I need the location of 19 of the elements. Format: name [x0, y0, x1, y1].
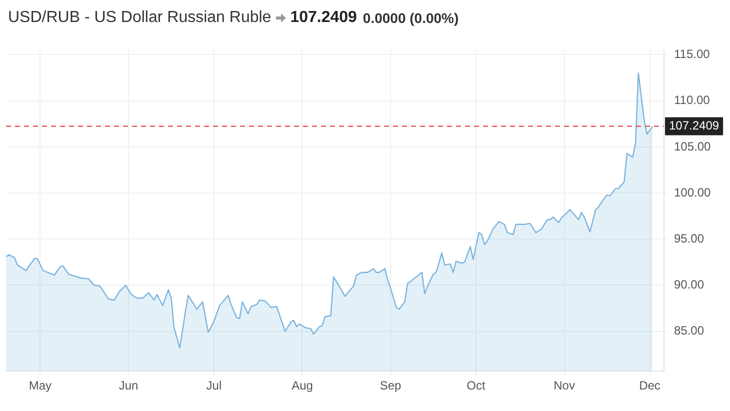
x-tick-label: Nov	[554, 378, 575, 393]
x-tick-label: Sep	[380, 378, 402, 393]
x-tick-label: Oct	[466, 378, 486, 393]
x-tick-label: May	[28, 378, 52, 393]
y-tick-label: 100.00	[674, 185, 712, 200]
y-tick-label: 95.00	[674, 231, 704, 246]
y-tick-label: 110.00	[674, 93, 710, 108]
x-tick-label: Jul	[206, 378, 222, 393]
chart-title: USD/RUB - US Dollar Russian Ruble	[8, 9, 272, 27]
y-tick-label: 105.00	[674, 139, 712, 154]
y-tick-label: 85.00	[674, 324, 704, 338]
x-tick-label: Jun	[118, 378, 138, 393]
y-tick-label: 90.00	[674, 278, 704, 292]
x-tick-label: Aug	[292, 378, 313, 393]
text: 0.0000 (0.00%)	[362, 10, 459, 26]
text: 107.2409	[290, 9, 357, 27]
x-tick-label: Dec	[639, 378, 660, 393]
ref-line-label: 107.2409	[669, 118, 720, 133]
y-tick-label: 115.00	[674, 47, 710, 62]
